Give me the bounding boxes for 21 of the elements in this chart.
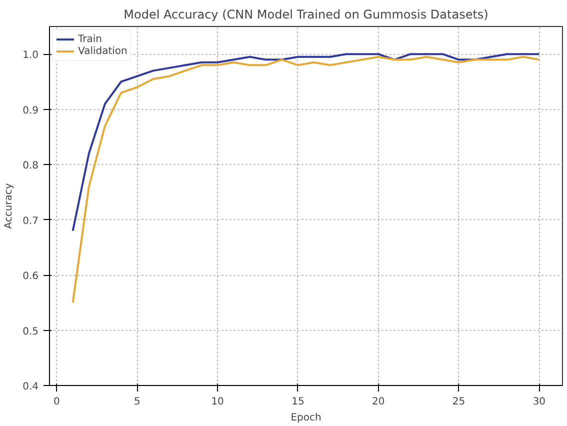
y-tick-label: 0.7 xyxy=(22,216,39,227)
legend-label: Validation xyxy=(78,45,128,57)
x-tick-label: 25 xyxy=(452,396,466,408)
y-tick-label: 0.9 xyxy=(22,105,39,116)
x-axis-title: Epoch xyxy=(290,412,322,424)
x-tick-label: 20 xyxy=(372,396,385,408)
x-tick-label: 30 xyxy=(532,396,546,408)
x-tick-label: 0 xyxy=(54,396,60,408)
y-tick-label: 0.6 xyxy=(22,271,39,282)
line-series xyxy=(72,56,540,304)
y-tick-label: 0.8 xyxy=(22,160,39,172)
x-tick-label: 10 xyxy=(211,396,224,408)
y-tick-label: 1.0 xyxy=(22,50,39,62)
legend-label: Train xyxy=(78,33,102,45)
x-tick-label: 15 xyxy=(292,396,304,408)
y-tick-label: 0.4 xyxy=(22,382,39,392)
line-series xyxy=(72,53,540,232)
y-axis-title: Accuracy xyxy=(4,183,15,229)
chart-title: Model Accuracy (CNN Model Trained on Gummosis Datasets) xyxy=(124,8,488,22)
y-tick-label: 0.5 xyxy=(22,326,39,338)
x-tick-label: 5 xyxy=(134,396,140,408)
